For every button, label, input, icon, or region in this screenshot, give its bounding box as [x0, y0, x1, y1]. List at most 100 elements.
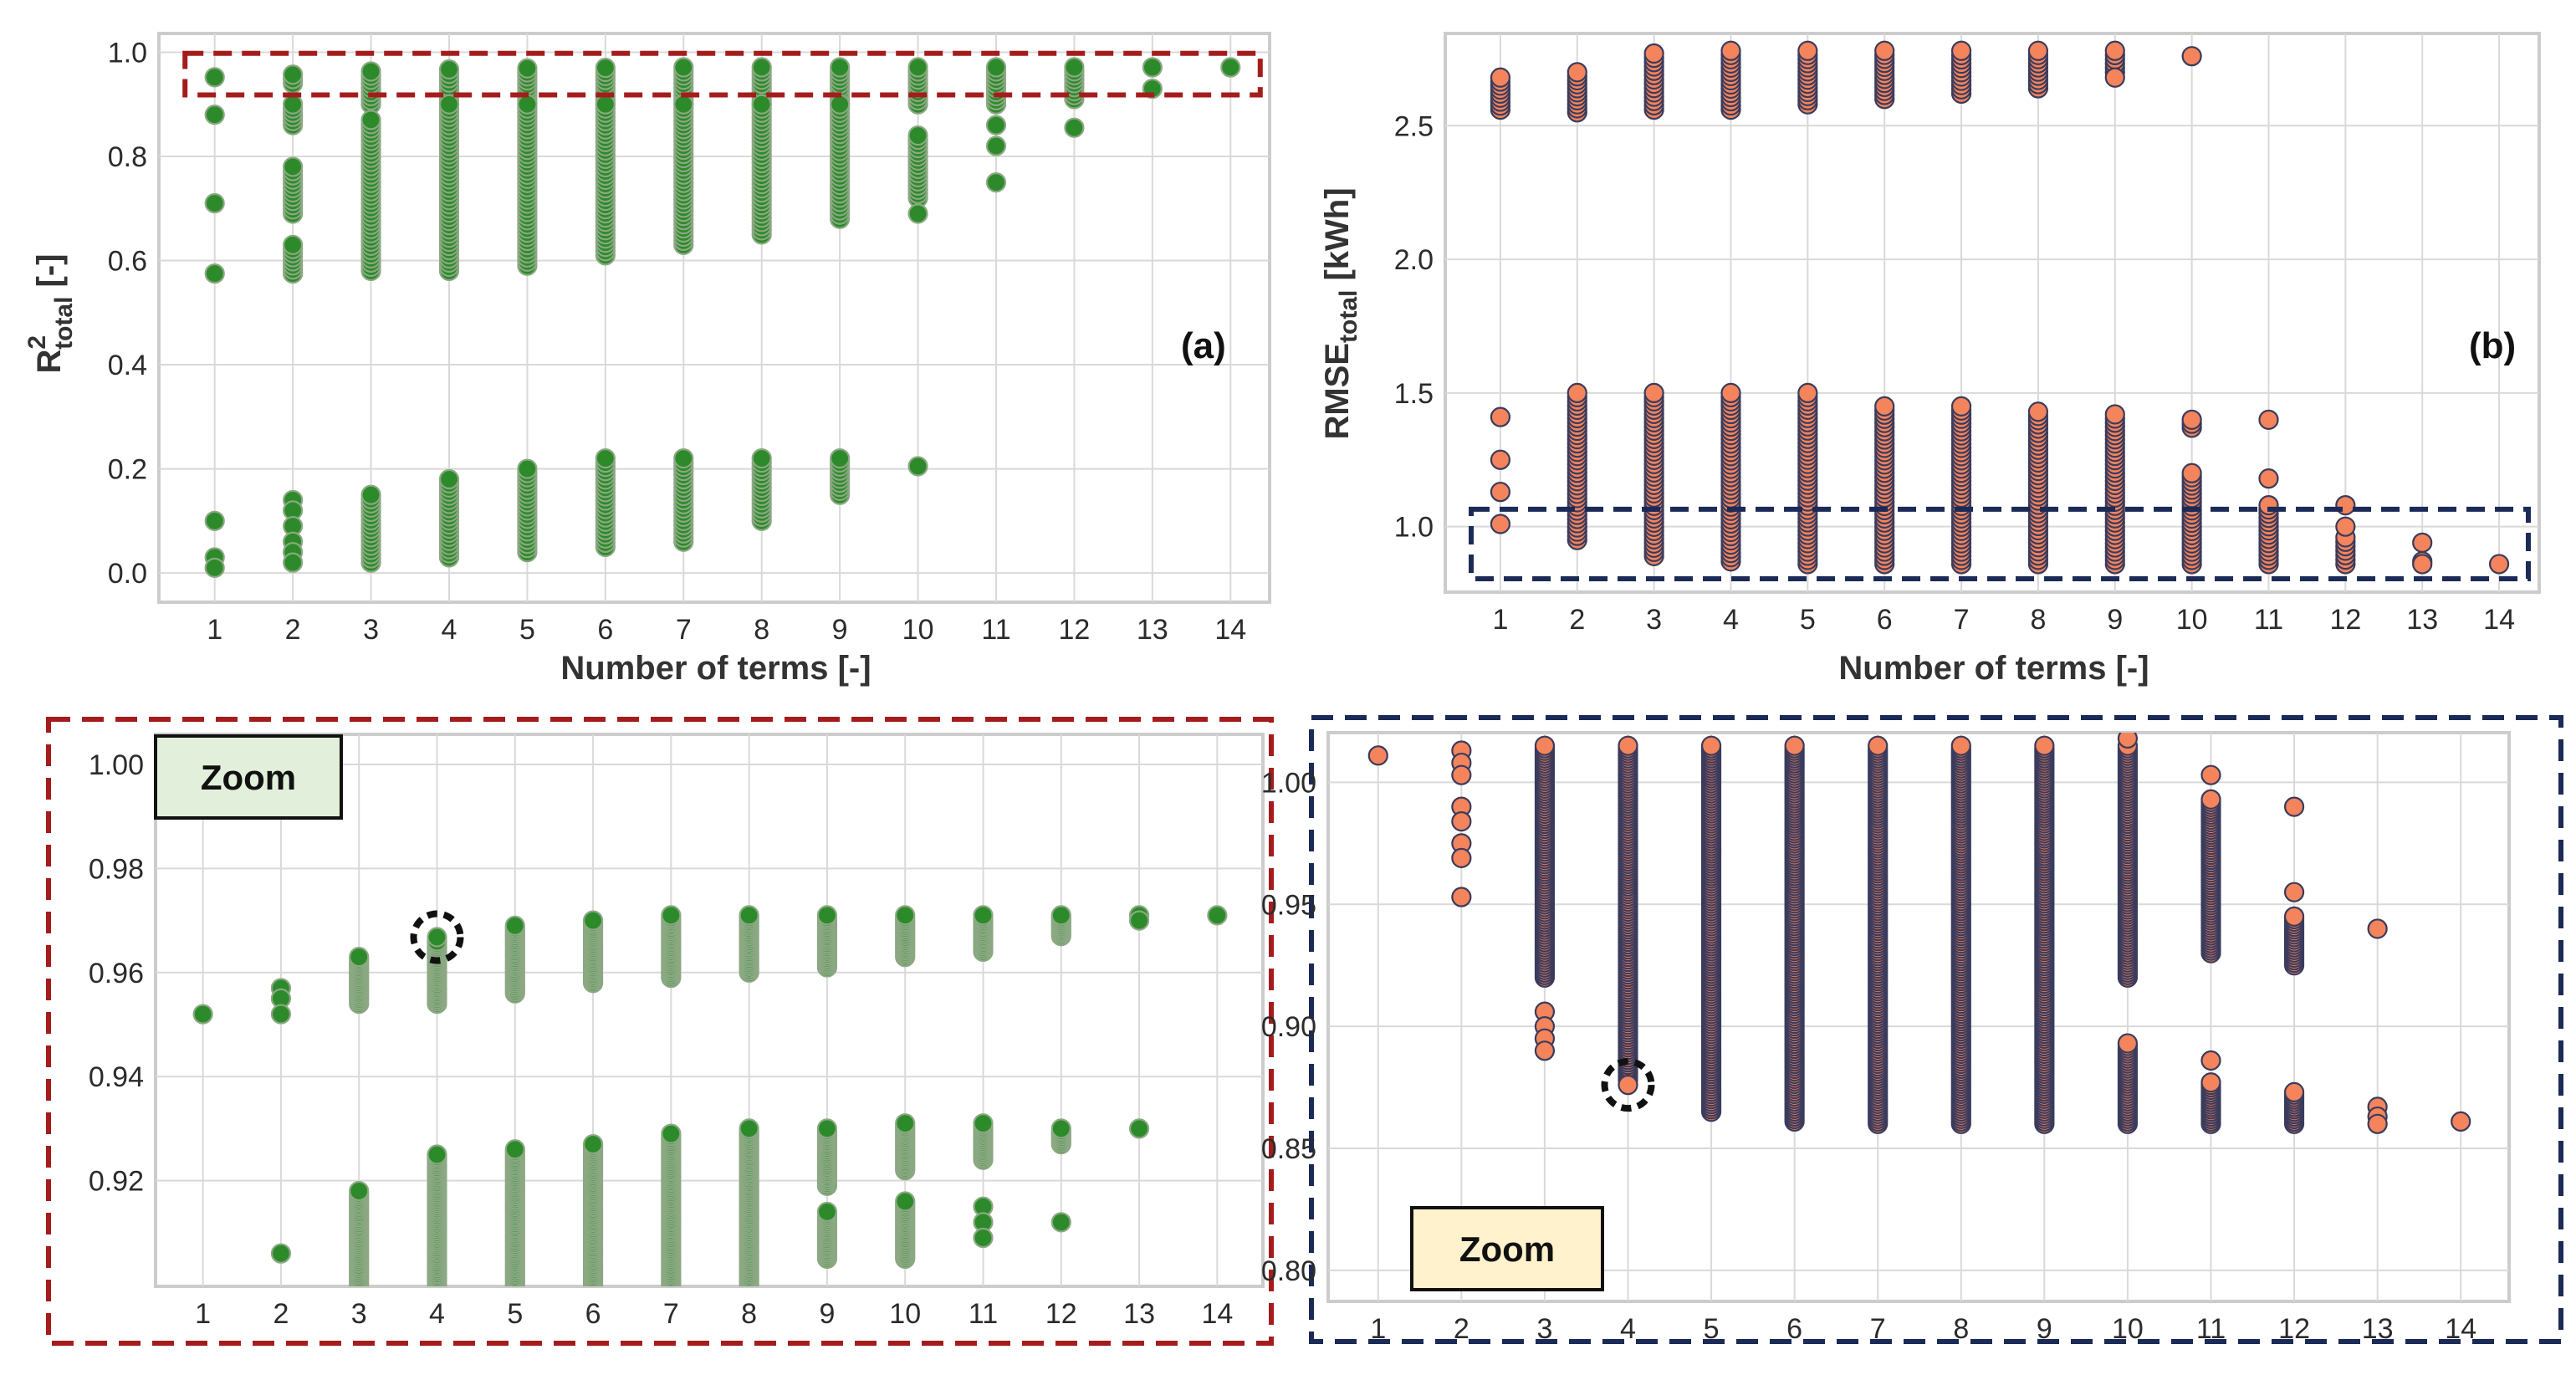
data-point — [661, 1123, 682, 1144]
y-tick-label: 1.0 — [108, 37, 147, 69]
data-point — [1451, 887, 1472, 907]
data-point — [1490, 449, 1511, 470]
highlight-box — [1469, 506, 2531, 582]
data-point — [2027, 401, 2049, 422]
x-tick-label: 6 — [597, 614, 613, 646]
y-axis-label-unit: [kWh] — [1319, 187, 1356, 289]
data-points — [192, 905, 1228, 1286]
data-point — [283, 552, 304, 573]
x-tick-label: 10 — [2112, 1313, 2144, 1345]
data-point — [2181, 463, 2202, 483]
x-tick-label: 1 — [195, 1298, 211, 1330]
points-clip — [1367, 733, 2471, 1134]
data-point — [1567, 62, 1587, 83]
data-point — [895, 905, 916, 926]
data-point — [830, 448, 851, 469]
x-tick-label: 6 — [585, 1298, 601, 1330]
x-tick-label: 12 — [2329, 604, 2361, 636]
data-point — [1618, 1075, 1638, 1096]
y-axis-label-sub: total — [1335, 290, 1362, 343]
x-tick-label: 4 — [1620, 1313, 1636, 1345]
x-tick-label: 11 — [2196, 1313, 2226, 1345]
data-point — [438, 59, 460, 80]
data-point — [1874, 40, 1895, 61]
data-point — [2034, 735, 2055, 756]
x-tick-label: 4 — [442, 614, 457, 646]
data-points — [1367, 733, 2471, 1134]
x-tick-label: 3 — [363, 614, 379, 646]
chart-a: 1 2 3 4 5 6 7 8 9 10 11 12 13 140.00.20.40.60.81.0(a)… — [23, 32, 1271, 687]
y-tick-label: 0.92 — [89, 1166, 144, 1198]
data-point — [1050, 905, 1071, 926]
x-tick-label: 10 — [2176, 604, 2208, 636]
y-tick-label: 0.94 — [89, 1061, 144, 1093]
data-point — [751, 57, 772, 78]
data-point — [1142, 57, 1163, 78]
data-point — [438, 468, 460, 490]
data-point — [1534, 735, 1556, 756]
x-tick-label: 7 — [1954, 604, 1970, 636]
panel-label: (a) — [1181, 325, 1226, 366]
x-tick-label: 2 — [1454, 1313, 1469, 1345]
data-point — [1490, 514, 1511, 534]
x-tick-label: 1 — [1370, 1313, 1386, 1345]
data-point — [204, 192, 225, 214]
data-point — [2117, 733, 2139, 749]
x-tick-label: 12 — [2278, 1313, 2310, 1345]
x-tick-label: 12 — [1045, 1298, 1077, 1330]
data-point — [895, 1113, 916, 1134]
data-point — [2181, 46, 2202, 67]
data-point — [985, 57, 1007, 78]
points-clip — [192, 905, 1228, 1286]
data-point — [1567, 382, 1587, 403]
y-tick-label: 0.90 — [1261, 1011, 1316, 1043]
data-point — [673, 57, 694, 78]
x-tick-label: 9 — [832, 614, 848, 646]
x-tick-label: 3 — [1646, 604, 1662, 636]
data-point — [739, 1118, 759, 1139]
x-tick-label: 4 — [429, 1298, 445, 1330]
chart-zoom-r2: 1 2 3 4 5 6 7 8 9 10 11 12 13 140.920.940.960.981.00 Z… — [46, 717, 1274, 1346]
data-point — [816, 1118, 838, 1139]
data-point — [739, 905, 759, 926]
y-tick-label: 0.85 — [1261, 1133, 1316, 1165]
data-point — [595, 448, 616, 469]
data-point — [1451, 764, 1472, 785]
data-point — [595, 58, 616, 79]
y-axis-label: R2total [-] — [23, 254, 78, 374]
data-point — [1451, 810, 1472, 832]
x-tick-label: 7 — [676, 614, 692, 646]
x-tick-label: 8 — [754, 614, 769, 646]
data-point — [283, 94, 304, 115]
y-axis-label-unit: [-] — [31, 254, 68, 297]
x-tick-label: 2 — [285, 614, 301, 646]
y-tick-label: 0.0 — [108, 558, 147, 590]
x-tick-label: 10 — [902, 614, 934, 646]
data-point — [973, 1113, 994, 1134]
data-point — [2283, 882, 2305, 902]
chart-zoom-rmse: 1 2 3 4 5 6 7 8 9 10 11 12 13 140.800.850.900.951.00Z… — [1261, 715, 2563, 1345]
data-point — [2367, 918, 2388, 939]
data-point — [360, 61, 381, 82]
data-point — [907, 57, 928, 78]
data-point — [360, 110, 381, 130]
x-axis-label: Number of terms [-] — [560, 650, 871, 687]
data-point — [2412, 554, 2433, 575]
data-point — [985, 135, 1007, 156]
x-tick-label: 7 — [663, 1298, 679, 1330]
data-point — [1490, 482, 1511, 503]
x-tick-label: 9 — [2107, 604, 2123, 636]
data-point — [816, 905, 838, 926]
data-point — [595, 94, 616, 115]
data-point — [1220, 57, 1241, 78]
data-point — [2117, 1033, 2139, 1054]
data-point — [192, 1004, 213, 1025]
x-tick-label: 13 — [1137, 614, 1168, 646]
data-point — [2104, 67, 2125, 88]
data-point — [1618, 735, 1638, 756]
y-tick-label: 1.00 — [89, 749, 144, 781]
zoom-outline — [46, 717, 1274, 1346]
y-tick-label: 0.6 — [108, 246, 147, 278]
x-tick-label: 14 — [2445, 1313, 2476, 1345]
data-point — [673, 94, 694, 115]
